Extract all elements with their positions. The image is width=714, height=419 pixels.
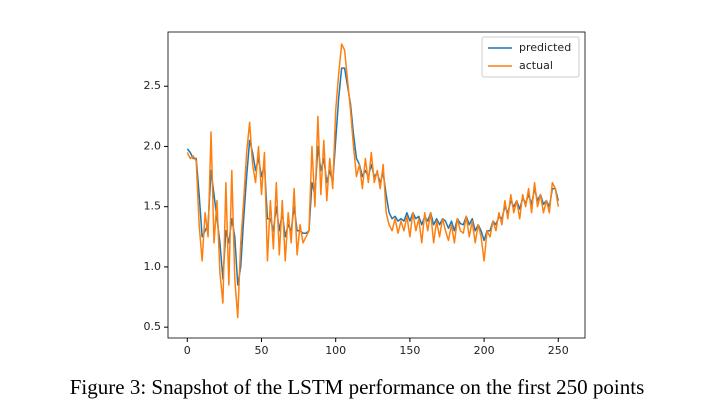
y-tick-label: 1.5 (144, 200, 162, 213)
x-tick-label: 250 (548, 344, 569, 357)
x-tick-label: 50 (254, 344, 268, 357)
x-tick-label: 100 (325, 344, 346, 357)
y-tick-label: 0.5 (144, 320, 162, 333)
y-tick-label: 2.0 (144, 139, 162, 152)
caption: Figure 3: Snapshot of the LSTM performan… (70, 375, 645, 399)
legend-box (481, 36, 580, 78)
legend-label: predicted (519, 41, 571, 54)
x-tick-label: 0 (184, 344, 191, 357)
line-series (186, 67, 560, 286)
x-tick-label: 200 (474, 344, 495, 357)
y-tick-label: 1.0 (144, 260, 162, 273)
x-tick-label: 150 (399, 344, 420, 357)
line-series (186, 43, 560, 319)
y-tick-label: 2.5 (144, 79, 162, 92)
legend-label: actual (519, 59, 553, 72)
plot-frame (167, 31, 586, 339)
